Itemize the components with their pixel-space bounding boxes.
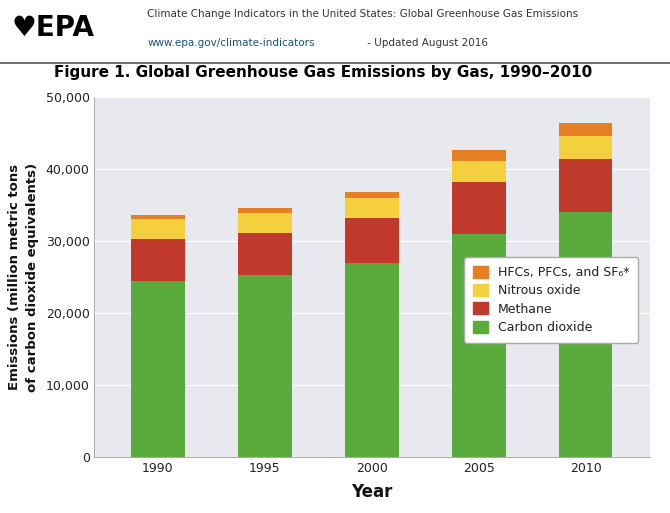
Bar xyxy=(131,281,185,457)
Bar xyxy=(131,219,185,239)
Bar xyxy=(559,136,612,159)
Bar xyxy=(345,218,399,263)
Bar xyxy=(452,150,506,161)
Bar xyxy=(345,198,399,218)
Bar xyxy=(559,212,612,457)
Bar xyxy=(238,275,291,457)
Bar xyxy=(238,208,291,213)
Bar xyxy=(238,213,291,233)
Bar xyxy=(452,234,506,457)
Text: Figure 1. Global Greenhouse Gas Emissions by Gas, 1990–2010: Figure 1. Global Greenhouse Gas Emission… xyxy=(54,65,592,80)
Bar xyxy=(559,159,612,212)
Text: Climate Change Indicators in the United States: Global Greenhouse Gas Emissions: Climate Change Indicators in the United … xyxy=(147,9,578,19)
Y-axis label: Emissions (million metric tons
of carbon dioxide equivalents): Emissions (million metric tons of carbon… xyxy=(7,163,39,391)
Bar xyxy=(131,215,185,219)
Bar xyxy=(452,182,506,234)
Bar xyxy=(238,233,291,275)
Bar xyxy=(452,161,506,182)
Bar xyxy=(559,123,612,136)
Text: www.epa.gov/climate-indicators: www.epa.gov/climate-indicators xyxy=(147,38,315,48)
Bar xyxy=(131,239,185,281)
Text: - Updated August 2016: - Updated August 2016 xyxy=(364,38,488,48)
Legend: HFCs, PFCs, and SF₆*, Nitrous oxide, Methane, Carbon dioxide: HFCs, PFCs, and SF₆*, Nitrous oxide, Met… xyxy=(464,257,638,343)
X-axis label: Year: Year xyxy=(351,483,393,502)
Text: ♥EPA: ♥EPA xyxy=(12,14,94,42)
Bar xyxy=(345,263,399,457)
Bar xyxy=(345,191,399,198)
